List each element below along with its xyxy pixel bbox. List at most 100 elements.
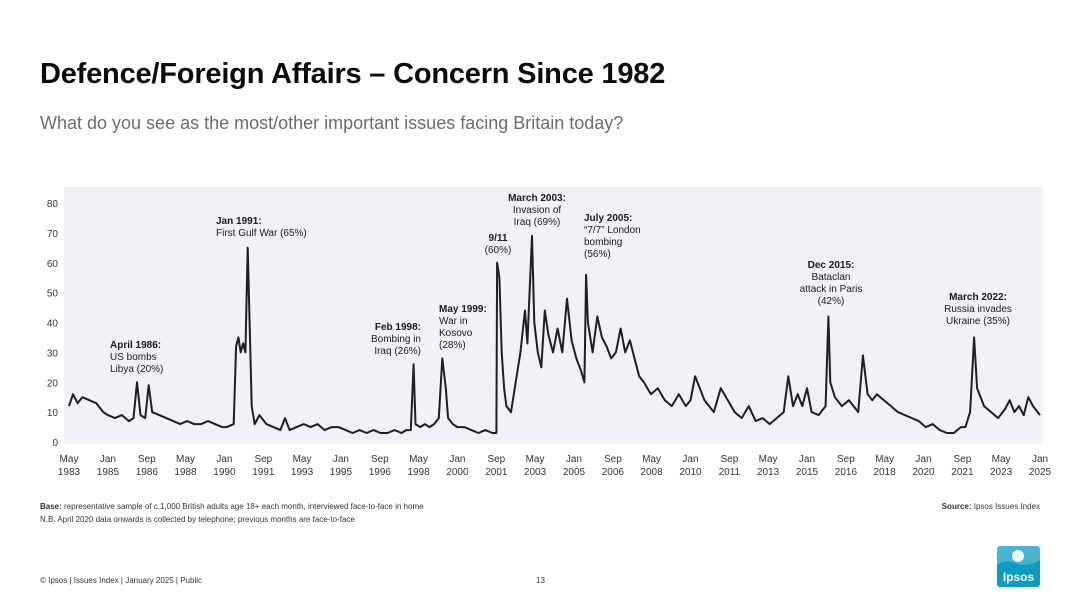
x-tick-month: Jan [449, 454, 465, 465]
x-tick-month: May [759, 454, 778, 465]
x-tick-year: 2013 [757, 467, 780, 478]
x-tick-year: 2023 [990, 467, 1013, 478]
x-tick-month: Sep [720, 454, 738, 465]
x-tick-month: Sep [138, 454, 156, 465]
x-tick-month: May [642, 454, 661, 465]
source-text: Ipsos Issues Index [971, 502, 1040, 511]
x-tick-year: 2021 [951, 467, 974, 478]
y-tick-label: 60 [47, 259, 59, 270]
x-tick-month: May [875, 454, 894, 465]
x-tick-year: 2000 [446, 467, 469, 478]
series-line [68, 234, 1041, 434]
y-axis: 0 10 20 30 40 50 60 70 80 [47, 199, 59, 449]
annotation-title: March 2022: [949, 292, 1007, 303]
annotation-title: April 1986: [110, 340, 161, 351]
x-tick-year: 1993 [291, 467, 314, 478]
x-tick-month: Sep [371, 454, 389, 465]
annotation-line: Bataclan [812, 272, 851, 283]
x-tick-year: 2011 [719, 467, 741, 478]
annotation-line: Invasion of [513, 205, 562, 216]
logo-mark-icon [997, 546, 1040, 565]
x-tick-year: 1996 [369, 467, 392, 478]
x-tick-year: 2020 [912, 467, 935, 478]
y-tick-label: 10 [47, 408, 59, 419]
x-tick-month: Sep [954, 454, 972, 465]
annotation: 9/11(60%) [485, 233, 512, 256]
x-tick-month: May [409, 454, 428, 465]
x-tick-month: Sep [487, 454, 505, 465]
y-tick-label: 20 [47, 378, 59, 389]
annotation-title: 9/11 [489, 233, 508, 244]
annotation-line: US bombs [110, 352, 157, 363]
annotation-line: Kosovo [439, 328, 473, 339]
page-title: Defence/Foreign Affairs – Concern Since … [40, 58, 666, 90]
annotation-line: First Gulf War (65%) [216, 228, 307, 239]
annotation-title: March 2003: [508, 193, 566, 204]
x-tick-year: 2025 [1029, 467, 1052, 478]
x-tick-year: 1998 [407, 467, 430, 478]
x-tick-month: Jan [799, 454, 815, 465]
x-tick-year: 1991 [252, 467, 275, 478]
ipsos-logo: Ipsos [997, 546, 1040, 587]
annotation-title: Jan 1991: [216, 216, 262, 227]
x-tick-year: 1983 [58, 467, 81, 478]
annotation-title: Dec 2015: [808, 260, 855, 271]
telephone-note: N.B. April 2020 data onwards is collecte… [40, 515, 355, 524]
x-tick-year: 2001 [485, 467, 508, 478]
x-tick-year: 1986 [136, 467, 159, 478]
x-tick-year: 2005 [563, 467, 586, 478]
annotation-line: Ukraine (35%) [946, 316, 1010, 327]
annotation-title: July 2005: [584, 213, 632, 224]
annotation-line: bombing [584, 237, 622, 248]
base-note: Base: representative sample of c.1,000 B… [40, 502, 424, 511]
annotation-line: Iraq (69%) [514, 217, 561, 228]
annotation-title: May 1999: [439, 304, 487, 315]
x-tick-month: May [526, 454, 545, 465]
annotation-line: (56%) [584, 249, 611, 260]
x-axis: May 1983 Jan 1985 Sep 1986 May 1988 Jan 1990 Sep 19… [58, 454, 1052, 478]
annotation-line: (42%) [818, 296, 845, 307]
x-tick-month: May [293, 454, 312, 465]
y-tick-label: 30 [47, 348, 59, 359]
x-tick-month: Jan [333, 454, 349, 465]
y-tick-label: 50 [47, 289, 59, 300]
footer: © Ipsos | Issues Index | January 2025 | … [40, 576, 202, 585]
logo-text: Ipsos [1002, 570, 1035, 584]
x-tick-year: 1985 [97, 467, 120, 478]
annotation-line: Bombing in [371, 334, 421, 345]
x-tick-month: Sep [604, 454, 622, 465]
x-tick-month: May [176, 454, 195, 465]
plot-background [64, 187, 1043, 444]
base-label: Base: [40, 502, 62, 511]
x-tick-month: Sep [254, 454, 272, 465]
annotation-line: War in [439, 316, 468, 327]
annotation-line: “7/7” London [584, 225, 641, 236]
x-tick-year: 2008 [640, 467, 663, 478]
x-tick-year: 2010 [679, 467, 702, 478]
x-tick-month: Jan [100, 454, 116, 465]
x-tick-year: 1990 [213, 467, 236, 478]
x-tick-month: Jan [216, 454, 232, 465]
x-tick-year: 2006 [602, 467, 625, 478]
y-tick-label: 70 [47, 229, 59, 240]
annotation-line: (60%) [485, 245, 512, 256]
x-tick-month: Jan [566, 454, 582, 465]
x-tick-month: Jan [915, 454, 931, 465]
x-tick-year: 2015 [796, 467, 819, 478]
x-tick-month: Jan [682, 454, 698, 465]
x-tick-month: May [60, 454, 79, 465]
page-subtitle: What do you see as the most/other import… [40, 113, 624, 133]
annotation-line: Russia invades [944, 304, 1012, 315]
x-tick-year: 2016 [835, 467, 858, 478]
annotation-line: attack in Paris [800, 284, 863, 295]
y-tick-label: 0 [52, 438, 58, 449]
x-tick-month: May [992, 454, 1011, 465]
annotation-title: Feb 1998: [375, 322, 421, 333]
